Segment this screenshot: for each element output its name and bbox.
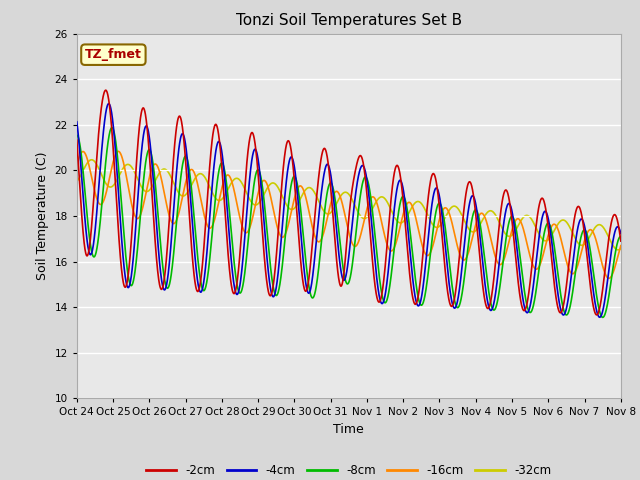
-4cm <box>502 210 509 216</box>
-16cm <box>323 216 331 221</box>
Line: -8cm: -8cm <box>77 128 621 317</box>
-2cm <box>73 137 81 143</box>
-8cm <box>502 240 509 246</box>
-4cm <box>602 292 609 298</box>
-8cm <box>108 125 116 131</box>
-4cm <box>100 119 108 124</box>
-2cm <box>602 264 609 270</box>
-32cm <box>101 179 109 184</box>
-2cm <box>100 89 108 95</box>
X-axis label: Time: Time <box>333 423 364 436</box>
-32cm <box>502 231 509 237</box>
-8cm <box>617 234 625 240</box>
-2cm <box>323 154 331 159</box>
Line: -16cm: -16cm <box>77 151 621 278</box>
-16cm <box>338 198 346 204</box>
-8cm <box>323 190 331 196</box>
-32cm <box>323 211 331 217</box>
-8cm <box>73 132 81 138</box>
-32cm <box>601 227 609 233</box>
-32cm <box>73 179 81 184</box>
-8cm <box>602 310 609 315</box>
-16cm <box>73 164 81 169</box>
Y-axis label: Soil Temperature (C): Soil Temperature (C) <box>36 152 49 280</box>
-8cm <box>100 171 108 177</box>
Title: Tonzi Soil Temperatures Set B: Tonzi Soil Temperatures Set B <box>236 13 462 28</box>
-4cm <box>323 161 331 167</box>
-16cm <box>100 195 108 201</box>
Line: -4cm: -4cm <box>77 104 621 317</box>
-8cm <box>338 253 346 259</box>
-16cm <box>115 148 122 154</box>
-16cm <box>602 271 609 277</box>
-32cm <box>338 192 346 198</box>
-32cm <box>88 157 95 163</box>
Legend: -2cm, -4cm, -8cm, -16cm, -32cm: -2cm, -4cm, -8cm, -16cm, -32cm <box>141 459 556 480</box>
-2cm <box>593 312 600 318</box>
-2cm <box>338 283 346 288</box>
Line: -32cm: -32cm <box>77 160 621 250</box>
-2cm <box>617 238 625 244</box>
-16cm <box>601 270 609 276</box>
-2cm <box>102 87 109 93</box>
-4cm <box>105 101 113 107</box>
-4cm <box>73 119 81 125</box>
-4cm <box>617 230 625 236</box>
-32cm <box>617 246 625 252</box>
-8cm <box>602 311 609 316</box>
-32cm <box>602 228 609 233</box>
-16cm <box>617 243 625 249</box>
-2cm <box>602 262 609 268</box>
-4cm <box>596 314 604 320</box>
-8cm <box>599 314 607 320</box>
-4cm <box>602 294 609 300</box>
-16cm <box>502 252 509 258</box>
-32cm <box>614 247 622 253</box>
-4cm <box>338 272 346 277</box>
-16cm <box>605 276 612 281</box>
Text: TZ_fmet: TZ_fmet <box>85 48 142 61</box>
-2cm <box>502 187 509 193</box>
Line: -2cm: -2cm <box>77 90 621 315</box>
